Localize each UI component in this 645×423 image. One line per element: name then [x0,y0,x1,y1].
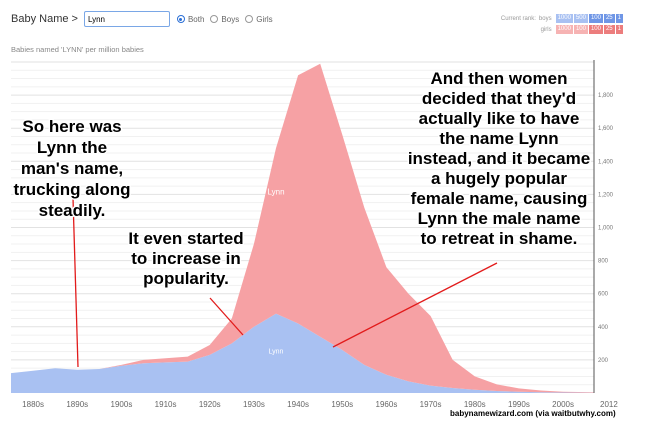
radio-girls-indicator[interactable] [245,15,254,23]
baby-name-label: Baby Name > [11,13,78,25]
y-tick-label: 1,000 [598,226,614,232]
rank-cell: 100 [573,25,588,34]
rank-boys-label: boys [538,15,552,22]
x-tick-label: 1940s [287,400,309,409]
chart-axes: 200 400 600 800 1,000 1,200 1,400 1,600 1,800 188… [22,60,618,409]
y-tick-label: 200 [598,358,609,364]
rank-cell: 100 [588,14,603,23]
y-tick-label: 1,600 [598,126,614,132]
x-tick-label: 1980s [464,400,486,409]
x-tick-label: 1990s [508,400,530,409]
annotation-line: And then women [431,69,568,88]
x-tick-label: 1930s [243,400,265,409]
annotation-line: Lynn the male name [418,209,581,228]
annotation-line: Lynn the [37,138,107,157]
radio-girls[interactable]: Girls [245,14,273,24]
area-series-1 [11,63,594,393]
x-tick-label: 1910s [155,400,177,409]
annotation-line: trucking along [13,180,130,199]
rank-cell: 1000 [555,25,573,34]
radio-both[interactable]: Both [176,14,205,24]
rank-cell: 1 [615,14,623,23]
annotation-line: the name Lynn [439,129,558,148]
rank-girls-label: girls [540,26,552,33]
chart-annotations: So here was Lynn the man's name, trucking a… [12,68,592,368]
rank-cell: 1000 [555,14,573,23]
rank-cell: 25 [603,14,615,23]
annotation-line: actually like to have [419,109,580,128]
annotation-pointer [209,297,244,336]
radio-boys[interactable]: Boys [210,15,239,24]
rank-row-boys: Current rank: boys 1000 500 100 25 1 [501,14,623,23]
radio-boys-label: Boys [221,14,240,24]
current-rank-legend: Current rank: boys 1000 500 100 25 1 gir… [501,14,623,36]
chart-areas: Lynn Lynn [11,63,594,393]
annotation-line: So here was [22,117,121,136]
x-end-label: 2012 [600,400,618,409]
radio-both-indicator[interactable] [176,15,185,23]
annotation-line: to increase in [131,249,241,268]
y-tick-label: 400 [598,325,609,331]
series-label: Lynn [269,348,284,355]
radio-boys-indicator[interactable] [210,15,219,23]
radio-girls-label: Girls [256,14,273,24]
annotation-line: female name, causing [411,189,588,208]
x-tick-label: 1890s [66,400,88,409]
name-search-bar: Baby Name > Both Boys Girls [11,11,279,27]
area-series-0 [11,313,594,393]
y-tick-label: 1,800 [598,93,614,99]
rank-cell: 500 [573,14,588,23]
x-tick-label: 1970s [420,400,442,409]
radio-both-label: Both [187,14,205,24]
y-tick-label: 800 [598,259,609,265]
annotation-pointer [332,262,498,348]
x-tick-label: 1900s [111,400,133,409]
y-tick-label: 1,400 [598,159,614,165]
annotation-line: popularity. [143,269,229,288]
y-tick-label: 1,200 [598,192,614,198]
x-tick-label: 1880s [22,400,44,409]
gender-filter: Both Boys Girls [176,14,279,24]
x-tick-label: 1950s [331,400,353,409]
annotation-line: steadily. [39,201,106,220]
annotation-line: man's name, [21,159,123,178]
annotation-pointer [72,197,79,368]
x-tick-label: 1960s [376,400,398,409]
annotation-line: a hugely popular [431,169,567,188]
y-tick-label: 600 [598,292,609,298]
x-tick-label: 2000s [552,400,574,409]
rank-cell: 100 [588,25,603,34]
rank-cell: 1 [615,25,623,34]
annotation-line: decided that they'd [422,89,576,108]
name-input[interactable] [83,11,170,27]
source-credit: babynamewizard.com (via waitbutwhy.com) [450,409,616,418]
annotation-line: instead, and it became [408,149,590,168]
rank-row-girls: girls 1000 100 100 25 1 [501,25,623,34]
series-label: Lynn [267,187,284,196]
rank-cell: 25 [603,25,615,34]
annotation-line: to retreat in shame. [421,229,578,248]
chart-subtitle: Babies named 'LYNN' per million babies [11,45,144,54]
x-tick-label: 1920s [199,400,221,409]
annotation-line: It even started [128,229,243,248]
current-rank-title: Current rank: [500,15,536,22]
